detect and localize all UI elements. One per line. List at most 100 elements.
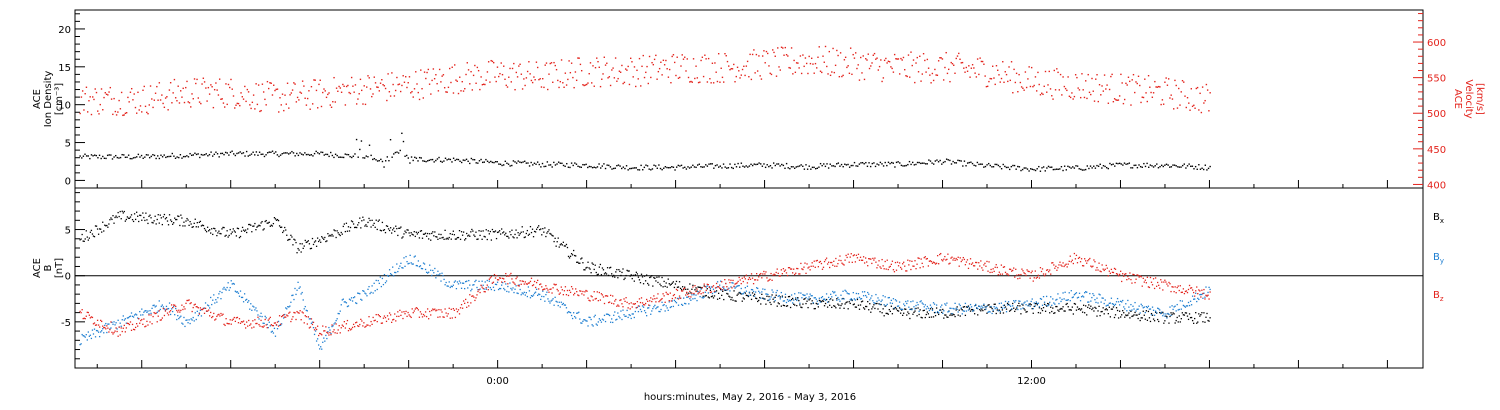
- data-point: [1070, 290, 1072, 292]
- data-point: [701, 287, 703, 289]
- data-point: [118, 157, 120, 159]
- data-point: [739, 279, 741, 281]
- data-point: [106, 331, 108, 334]
- data-point: [698, 286, 700, 288]
- data-point: [271, 330, 274, 332]
- data-point: [921, 317, 923, 319]
- data-point: [1159, 309, 1161, 311]
- data-point: [304, 239, 306, 242]
- data-point: [822, 300, 825, 302]
- data-point: [398, 83, 401, 85]
- data-point: [227, 282, 229, 284]
- data-point: [681, 54, 683, 56]
- data-point: [677, 298, 680, 300]
- data-point: [464, 87, 466, 90]
- data-point: [983, 264, 985, 266]
- data-point: [799, 273, 801, 275]
- data-point: [884, 296, 886, 298]
- data-point: [917, 307, 919, 309]
- data-point: [585, 320, 587, 322]
- data-point: [976, 261, 978, 264]
- data-point: [267, 222, 269, 224]
- data-point: [716, 80, 719, 83]
- data-point: [340, 231, 342, 234]
- data-point: [829, 304, 831, 306]
- data-point: [1168, 322, 1170, 324]
- data-point: [715, 71, 717, 73]
- data-point: [942, 161, 945, 164]
- data-point: [1131, 79, 1133, 81]
- data-point: [125, 218, 128, 221]
- data-point: [197, 226, 199, 228]
- data-point: [950, 307, 952, 310]
- data-point: [690, 80, 692, 83]
- data-point: [1134, 301, 1136, 304]
- data-point: [547, 298, 549, 300]
- data-point: [765, 271, 767, 273]
- data-point: [1193, 298, 1195, 300]
- data-point: [793, 299, 795, 301]
- data-point: [703, 285, 705, 287]
- data-point: [224, 324, 226, 327]
- data-point: [979, 308, 981, 311]
- data-point: [896, 261, 899, 263]
- data-point: [729, 296, 731, 298]
- data-point: [460, 287, 463, 289]
- data-point: [489, 230, 492, 233]
- data-point: [126, 156, 128, 158]
- data-point: [479, 234, 481, 237]
- data-point: [152, 222, 154, 224]
- data-point: [654, 165, 657, 167]
- data-point: [309, 108, 311, 110]
- data-point: [955, 57, 957, 60]
- data-point: [726, 292, 728, 295]
- data-point: [378, 315, 380, 317]
- data-point: [841, 262, 843, 264]
- data-point: [223, 226, 225, 229]
- data-point: [1156, 163, 1158, 165]
- data-point: [741, 293, 743, 295]
- data-point: [1078, 89, 1081, 91]
- data-point: [167, 314, 170, 316]
- data-point: [820, 301, 823, 303]
- data-point: [263, 322, 265, 325]
- data-point: [332, 101, 334, 103]
- data-point: [158, 157, 161, 160]
- data-point: [286, 314, 288, 316]
- data-point: [86, 236, 88, 238]
- data-point: [621, 303, 623, 305]
- data-point: [1209, 92, 1211, 94]
- data-point: [119, 322, 121, 324]
- data-point: [421, 237, 424, 239]
- data-point: [394, 313, 396, 315]
- data-point: [271, 225, 274, 227]
- data-point: [185, 319, 187, 321]
- data-point: [602, 73, 604, 75]
- data-point: [733, 290, 735, 292]
- data-point: [570, 253, 573, 255]
- data-point: [1090, 265, 1092, 267]
- data-point: [609, 166, 612, 168]
- data-point: [602, 319, 605, 321]
- data-point: [1152, 166, 1155, 168]
- data-point: [939, 57, 941, 59]
- data-point: [213, 312, 215, 315]
- data-point: [1015, 72, 1018, 75]
- data-point: [624, 68, 627, 70]
- data-point: [548, 164, 550, 166]
- data-point: [364, 225, 366, 227]
- data-point: [816, 67, 818, 69]
- data-point: [462, 159, 464, 161]
- data-point: [375, 279, 377, 282]
- data-point: [294, 312, 296, 314]
- data-point: [601, 78, 603, 80]
- data-point: [336, 318, 338, 320]
- data-point: [413, 88, 416, 90]
- data-point: [912, 265, 914, 267]
- data-point: [1104, 268, 1106, 270]
- data-point: [246, 88, 249, 91]
- data-point: [908, 160, 911, 163]
- data-point: [1166, 316, 1168, 318]
- data-point: [477, 290, 479, 293]
- data-point: [201, 83, 203, 85]
